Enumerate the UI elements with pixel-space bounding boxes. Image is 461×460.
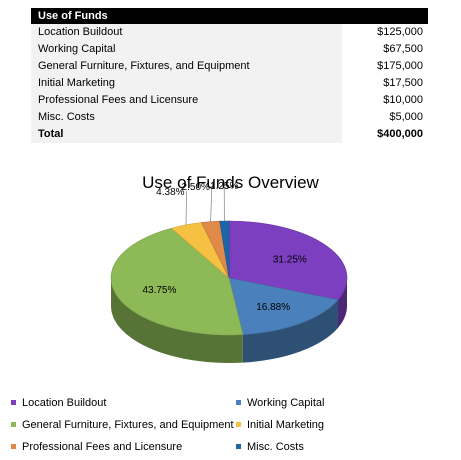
row-label: Professional Fees and Licensure [38,94,199,106]
leader-line [210,186,213,222]
legend-label: Location Buildout [22,397,107,409]
data-label: 1.25% [210,181,238,192]
pie-slice [110,227,244,336]
row-label: General Furniture, Fixtures, and Equipme… [38,60,250,72]
leader-line [185,191,187,225]
row-label: Working Capital [38,43,116,55]
legend-swatch [236,421,241,427]
row-label: Initial Marketing [38,77,116,89]
table-row: Professional Fees and Licensure $10,000 [31,92,423,109]
pie-slice [228,220,348,301]
legend-swatch [236,443,241,449]
legend-item: Initial Marketing [236,419,324,431]
table-body: Location Buildout $125,000 Working Capital… [31,24,428,143]
legend-swatch [11,443,16,449]
table-row: Misc. Costs $5,000 [31,109,423,126]
data-label: 43.75% [142,285,176,296]
use-of-funds-table: Use of Funds Location Buildout $125,000 Wo… [31,8,428,143]
legend-label: Initial Marketing [247,419,325,431]
legend-swatch [11,399,16,405]
row-value: $175,000 [377,60,423,72]
table-header: Use of Funds [31,8,428,24]
chart-title: Use of Funds Overview [142,173,319,192]
legend-label: General Furniture, Fixtures, and Equipme… [22,419,234,431]
pie-slice [219,220,230,279]
table-row: Initial Marketing $17,500 [31,75,423,92]
legend-item: Working Capital [236,397,324,409]
legend-item: Location Buildout [11,397,106,409]
legend-item: Misc. Costs [236,441,304,453]
row-label: Total [38,128,64,140]
data-label: 2.50% [182,182,210,193]
legend-label: Professional Fees and Licensure [22,441,183,453]
table-row: Location Buildout $125,000 [31,24,423,41]
row-value: $67,500 [383,43,423,55]
legend-swatch [236,399,241,405]
row-value: $17,500 [383,77,423,89]
row-value: $400,000 [377,128,423,140]
legend-item: General Furniture, Fixtures, and Equipme… [11,419,234,431]
row-label: Misc. Costs [38,111,95,123]
pie-slice-side [242,299,339,363]
row-value: $125,000 [377,26,423,38]
table-row: Working Capital $67,500 [31,41,423,58]
table-row: General Furniture, Fixtures, and Equipme… [31,58,423,75]
table-row-total: Total $400,000 [31,126,423,143]
data-label: 4.38% [156,187,184,198]
row-label: Location Buildout [38,26,123,38]
pie-slice [228,277,339,335]
data-label: 16.88% [256,302,290,313]
legend-item: Professional Fees and Licensure [11,441,182,453]
legend-swatch [11,421,16,427]
row-value: $5,000 [389,111,423,123]
row-value: $10,000 [383,94,423,106]
legend-label: Working Capital [247,397,325,409]
legend-label: Misc. Costs [247,441,304,453]
pie-slice-side [338,278,347,328]
pie-slice-side [111,278,243,363]
data-label: 31.25% [273,254,307,265]
